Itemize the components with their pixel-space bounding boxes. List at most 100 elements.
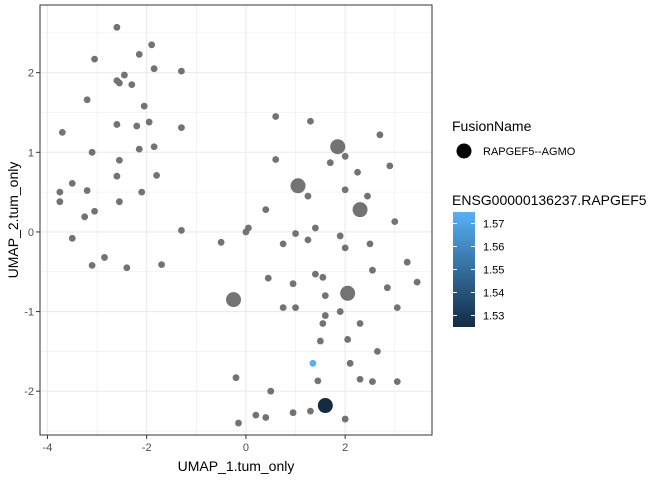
color-legend: ENSG00000136237.RAPGEF5 1.57 1.56 1.55 1.54… xyxy=(452,192,647,327)
data-point-large xyxy=(352,202,368,218)
data-point xyxy=(135,50,143,58)
data-point xyxy=(376,131,384,139)
data-point xyxy=(319,320,327,327)
grid-minor xyxy=(40,5,432,435)
data-point xyxy=(145,118,153,126)
data-point xyxy=(289,409,297,417)
data-point xyxy=(113,121,121,128)
color-bar-tick-label: 1.53 xyxy=(483,311,504,323)
data-point xyxy=(356,320,364,327)
y-tick-label: -2 xyxy=(24,386,34,398)
data-point-large xyxy=(330,139,346,155)
data-point xyxy=(393,304,401,311)
data-point-highlight xyxy=(317,398,333,414)
data-point xyxy=(272,113,280,120)
data-point xyxy=(148,41,156,49)
data-point xyxy=(217,238,225,246)
data-point xyxy=(369,378,376,386)
data-point xyxy=(321,292,329,300)
data-point xyxy=(341,415,349,423)
y-axis-ticks: -2 -1 0 1 2 xyxy=(24,68,40,398)
data-point xyxy=(262,206,270,214)
data-point xyxy=(292,230,299,237)
data-point xyxy=(374,347,381,355)
data-point xyxy=(123,264,131,272)
data-point xyxy=(245,224,252,232)
data-point xyxy=(346,359,354,367)
data-point xyxy=(356,375,364,383)
data-point xyxy=(150,143,158,151)
color-bar-tick-label: 1.54 xyxy=(483,288,504,300)
data-point xyxy=(115,79,123,87)
data-point xyxy=(158,261,165,268)
data-point xyxy=(307,407,314,415)
y-tick-label: 0 xyxy=(28,227,34,239)
data-point xyxy=(279,240,287,248)
color-bar xyxy=(453,212,475,327)
data-point xyxy=(88,261,96,269)
data-point xyxy=(88,148,96,156)
data-point-large xyxy=(226,292,242,308)
x-tick-label: 2 xyxy=(342,442,348,454)
shape-legend: FusionName RAPGEF5--AGMO xyxy=(452,118,576,159)
data-point xyxy=(58,129,66,136)
data-point xyxy=(101,254,108,261)
data-point xyxy=(341,186,349,194)
data-point xyxy=(91,55,98,63)
data-point xyxy=(140,102,148,110)
data-point xyxy=(272,156,280,163)
panel-background xyxy=(40,5,432,435)
data-point xyxy=(326,159,334,167)
data-point xyxy=(311,270,319,278)
x-tick-label: 0 xyxy=(243,442,249,454)
data-point xyxy=(235,419,242,427)
data-point xyxy=(83,187,91,194)
data-point xyxy=(341,244,349,252)
data-point xyxy=(307,117,314,125)
data-point xyxy=(113,172,121,180)
background-points xyxy=(56,23,421,427)
data-point xyxy=(336,232,344,240)
data-point-large xyxy=(290,178,306,194)
data-point xyxy=(267,387,275,395)
data-point xyxy=(81,213,89,221)
data-point xyxy=(56,198,64,206)
data-point xyxy=(319,273,327,281)
y-tick-label: 2 xyxy=(28,68,34,80)
color-bar-tick-label: 1.56 xyxy=(483,242,504,254)
data-point xyxy=(135,145,143,153)
data-point xyxy=(316,337,324,345)
shape-legend-entry: RAPGEF5--AGMO xyxy=(483,146,576,158)
data-point xyxy=(128,81,136,89)
y-tick-label: -1 xyxy=(24,307,34,319)
data-point xyxy=(314,377,322,385)
data-point xyxy=(232,374,240,382)
data-point xyxy=(178,226,185,234)
data-point xyxy=(311,224,319,232)
data-point xyxy=(321,312,329,319)
data-point xyxy=(369,266,376,274)
grid-major xyxy=(40,5,432,435)
data-point xyxy=(341,152,349,160)
data-point xyxy=(56,188,64,196)
colored-points xyxy=(309,359,333,414)
data-point xyxy=(279,304,287,311)
data-point xyxy=(413,278,421,286)
data-point xyxy=(366,240,374,248)
data-point-highlight xyxy=(309,359,317,367)
data-point xyxy=(178,67,185,75)
data-point xyxy=(403,258,411,266)
data-point xyxy=(336,308,344,315)
y-axis-title: UMAP_2.tum_only xyxy=(5,162,21,279)
x-tick-label: -4 xyxy=(43,442,53,454)
color-bar-ticks: 1.57 1.56 1.55 1.54 1.53 xyxy=(453,219,504,323)
color-legend-title: ENSG00000136237.RAPGEF5 xyxy=(452,192,647,208)
data-point xyxy=(383,284,391,292)
data-point xyxy=(68,179,76,187)
large-points xyxy=(226,139,368,308)
data-point xyxy=(292,304,299,311)
data-point-large xyxy=(340,285,356,301)
x-tick-label: -2 xyxy=(142,442,152,454)
panel-border xyxy=(39,4,433,436)
